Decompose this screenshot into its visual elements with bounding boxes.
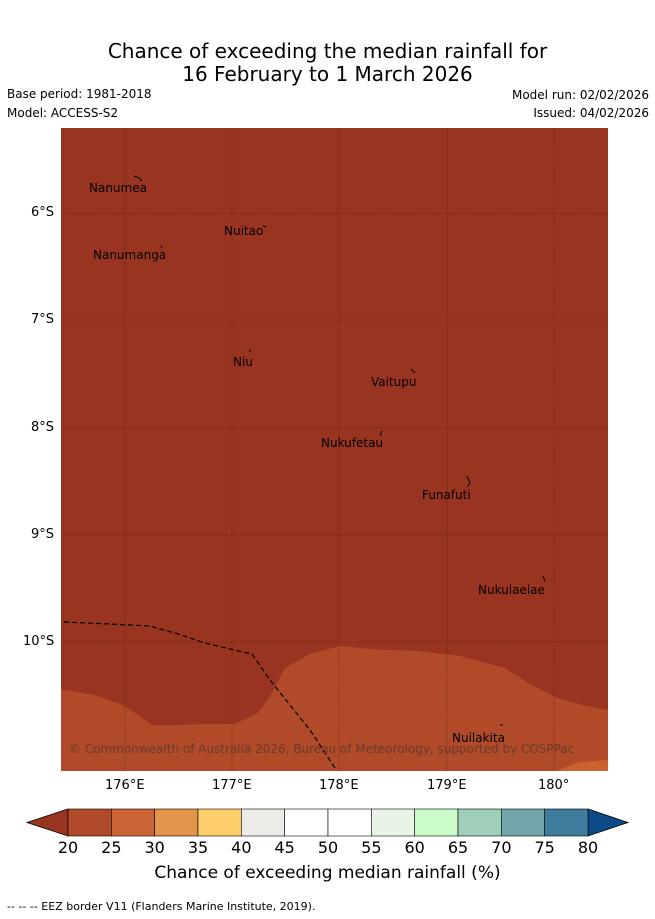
lat-label-7s: 7°S (31, 312, 55, 327)
copyright-notice: © Commonwealth of Australia 2026, Bureau… (69, 742, 575, 756)
colorbar-segment (414, 808, 459, 837)
lat-label-10s: 10°S (23, 634, 55, 649)
lon-label-178e: 178°E (319, 778, 359, 793)
lon-label-179e: 179°E (427, 778, 467, 793)
map-title: Chance of exceeding the median rainfall … (0, 40, 655, 86)
island-nukulaelae-shape (542, 575, 546, 582)
title-line-2: 16 February to 1 March 2026 (182, 62, 473, 86)
base-period: Base period: 1981-2018 (7, 87, 152, 101)
colorbar-over-arrow (587, 808, 630, 837)
colorbar-tick-label: 35 (187, 838, 209, 857)
issued-date: Issued: 04/02/2026 (533, 106, 649, 120)
colorbar-tick-label: 45 (274, 838, 295, 857)
colorbar-segment (544, 808, 589, 837)
eez-legend-note: -- -- -- EEZ border V11 (Flanders Marine… (7, 900, 316, 913)
colorbar-tick-label: 75 (534, 838, 555, 857)
model-name: Model: ACCESS-S2 (7, 106, 119, 120)
rainfall-zone-25-30 (61, 646, 608, 771)
colorbar-segment (327, 808, 372, 837)
island-nuitao-shape (262, 225, 267, 228)
island-label-niu: Niu (233, 355, 253, 369)
lon-label-180: 180° (538, 778, 570, 793)
island-label-nuitao: Nuitao (224, 224, 264, 238)
island-label-funafuti: Funafuti (422, 488, 471, 502)
colorbar-under-arrow (25, 808, 69, 837)
lat-label-9s: 9°S (31, 527, 55, 542)
island-label-nukufetau: Nukufetau (321, 436, 384, 450)
island-niu-shape (248, 349, 252, 353)
island-nanumanga-shape (160, 245, 163, 249)
colorbar-tick-label: 50 (317, 838, 339, 857)
island-label-nanumea: Nanumea (89, 181, 147, 195)
colorbar-tick-label: 65 (447, 838, 469, 857)
lon-label-177e: 177°E (212, 778, 252, 793)
colorbar-tick-label: 30 (144, 838, 165, 857)
island-nukufetau-shape (379, 430, 383, 437)
colorbar-segment (67, 808, 112, 837)
colorbar-segment (154, 808, 199, 837)
island-nanumea-shape (133, 175, 143, 182)
colorbar-segment (284, 808, 329, 837)
island-label-vaitupu: Vaitupu (371, 375, 417, 389)
eez-border-line (63, 621, 336, 769)
colorbar-segment (241, 808, 285, 837)
colorbar-tick-label: 25 (101, 838, 122, 857)
colorbar-segment (501, 808, 545, 837)
island-funafuti-shape (466, 475, 471, 488)
colorbar-tick-label: 40 (231, 838, 252, 857)
colorbar-tick-label: 20 (57, 838, 79, 857)
lat-label-8s: 8°S (31, 420, 55, 435)
title-line-1: Chance of exceeding the median rainfall … (107, 39, 548, 63)
gridlines (61, 128, 608, 771)
island-vaitupu-shape (410, 368, 416, 374)
colorbar (25, 808, 630, 837)
model-run: Model run: 02/02/2026 (511, 88, 649, 102)
island-label-nuilakita: Nuilakita (452, 731, 505, 745)
island-label-nanumanga: Nanumanga (93, 248, 167, 262)
colorbar-segment (197, 808, 242, 837)
colorbar-tick-label: 60 (404, 838, 425, 857)
colorbar-segment (111, 808, 155, 837)
colorbar-segment (371, 808, 415, 837)
colorbar-tick-label: 70 (491, 838, 512, 857)
island-outlines (133, 175, 546, 726)
colorbar-label: Chance of exceeding median rainfall (%) (154, 863, 501, 883)
colorbar-tick-label: 80 (577, 838, 599, 857)
island-label-nukulaelae: Nukulaelae (478, 583, 545, 597)
colorbar-segment (457, 808, 502, 837)
lon-label-176e: 176°E (105, 778, 145, 793)
rainfall-zone-30-35 (555, 760, 608, 771)
lat-label-6s: 6°S (31, 205, 55, 220)
colorbar-tick-label: 55 (361, 838, 382, 857)
